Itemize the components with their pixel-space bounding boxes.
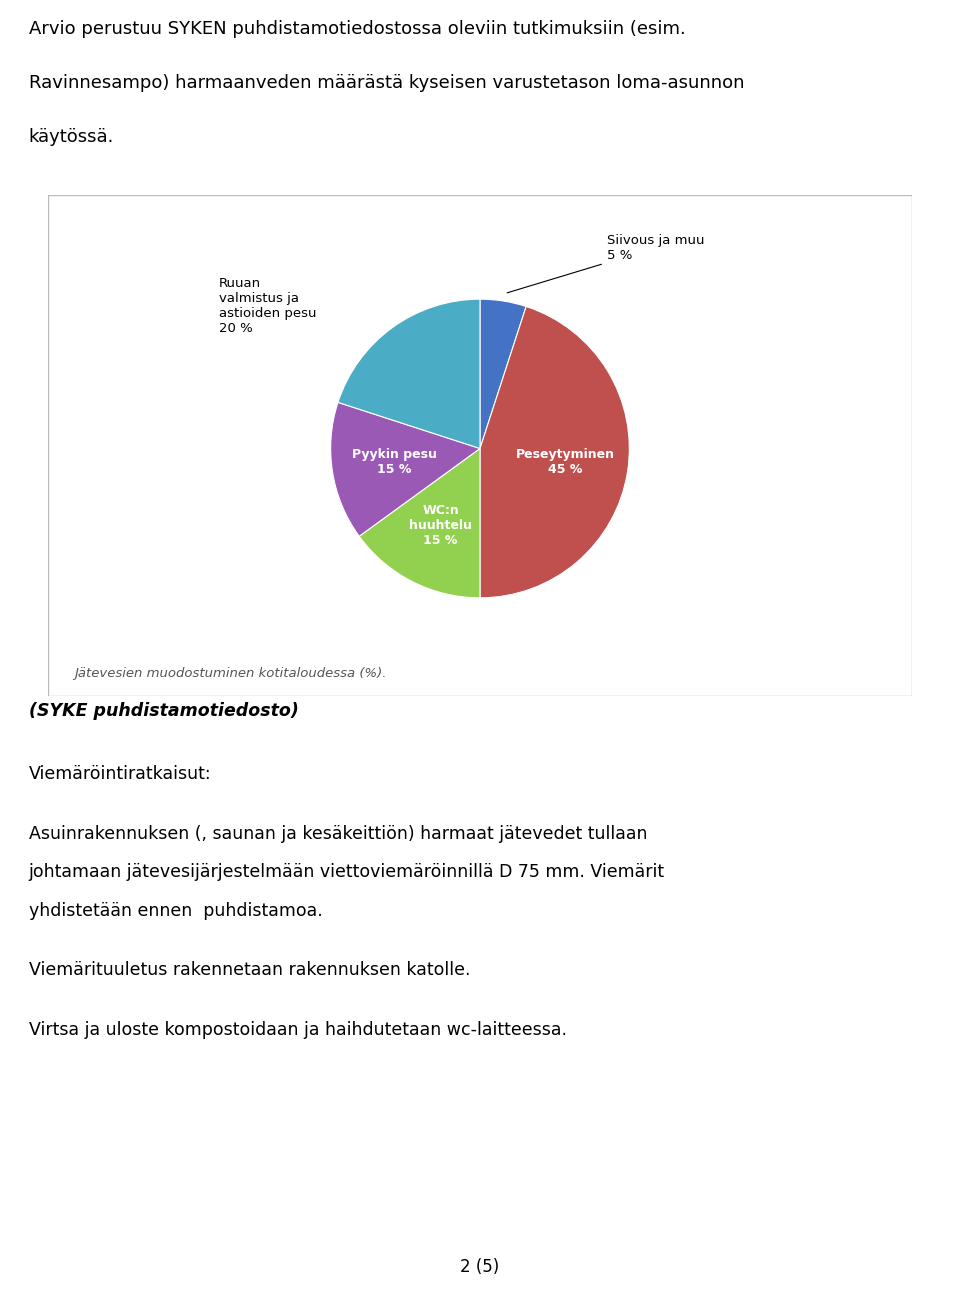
Text: yhdistetään ennen  puhdistamoa.: yhdistetään ennen puhdistamoa.: [29, 902, 323, 919]
Text: Viemärituuletus rakennetaan rakennuksen katolle.: Viemärituuletus rakennetaan rakennuksen …: [29, 961, 470, 979]
Text: WC:n
huuhtelu
15 %: WC:n huuhtelu 15 %: [409, 504, 472, 547]
Text: Arvio perustuu SYKEN puhdistamotiedostossa oleviin tutkimuksiin (esim.: Arvio perustuu SYKEN puhdistamotiedostos…: [29, 20, 685, 38]
Text: Siivous ja muu
5 %: Siivous ja muu 5 %: [507, 234, 705, 292]
Text: Ravinnesampo) harmaanveden määrästä kyseisen varustetason loma-asunnon: Ravinnesampo) harmaanveden määrästä kyse…: [29, 74, 744, 91]
Text: Ruuan
valmistus ja
astioiden pesu
20 %: Ruuan valmistus ja astioiden pesu 20 %: [219, 277, 316, 335]
Text: Pyykin pesu
15 %: Pyykin pesu 15 %: [352, 448, 437, 476]
Wedge shape: [330, 403, 480, 537]
Wedge shape: [359, 448, 480, 598]
Text: 2 (5): 2 (5): [461, 1258, 499, 1277]
Text: Jätevesien muodostuminen kotitaloudessa (%).: Jätevesien muodostuminen kotitaloudessa …: [74, 667, 387, 680]
Text: (SYKE puhdistamotiedosto): (SYKE puhdistamotiedosto): [29, 702, 299, 720]
Text: johtamaan jätevesijärjestelmään viettoviemäröinnillä D 75 mm. Viemärit: johtamaan jätevesijärjestelmään viettovi…: [29, 863, 665, 881]
Wedge shape: [480, 299, 526, 448]
Text: Peseytyminen
45 %: Peseytyminen 45 %: [516, 448, 615, 476]
Text: käytössä.: käytössä.: [29, 127, 114, 146]
Text: Virtsa ja uloste kompostoidaan ja haihdutetaan wc-laitteessa.: Virtsa ja uloste kompostoidaan ja haihdu…: [29, 1020, 566, 1039]
Text: Viemäröintiratkaisut:: Viemäröintiratkaisut:: [29, 766, 211, 784]
Text: Asuinrakennuksen (, saunan ja kesäkeittiön) harmaat jätevedet tullaan: Asuinrakennuksen (, saunan ja kesäkeitti…: [29, 824, 647, 842]
FancyBboxPatch shape: [48, 195, 912, 696]
Wedge shape: [338, 299, 480, 448]
Wedge shape: [480, 307, 630, 598]
